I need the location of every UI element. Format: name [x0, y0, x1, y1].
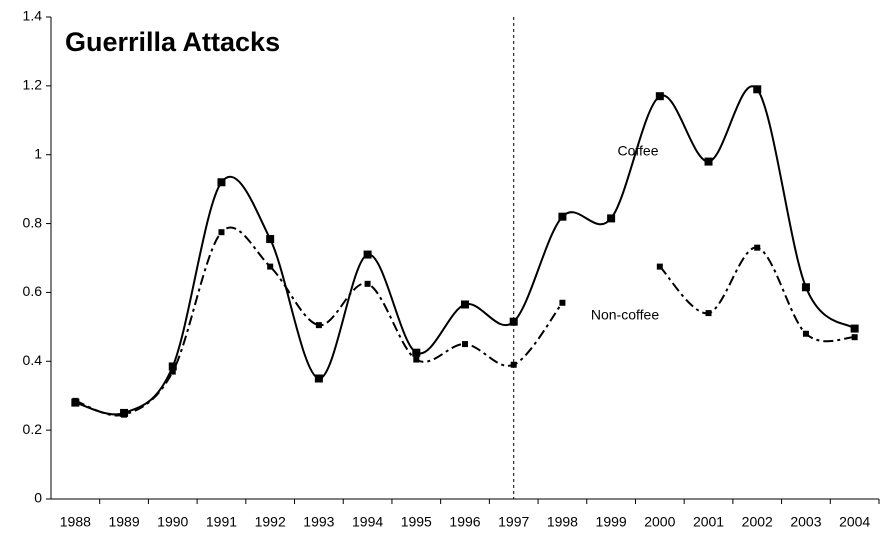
marker	[510, 361, 517, 368]
marker	[801, 283, 810, 292]
marker	[413, 356, 420, 363]
series-line	[75, 85, 856, 416]
marker	[461, 300, 469, 309]
x-tick-label: 1996	[449, 514, 480, 530]
y-tick-label: 1.2	[23, 77, 43, 93]
marker	[851, 334, 858, 341]
x-tick-label: 1993	[303, 514, 334, 530]
x-tick-label: 1999	[596, 514, 627, 530]
marker	[363, 250, 372, 259]
x-tick-label: 1988	[60, 514, 91, 530]
marker	[656, 263, 663, 270]
marker	[509, 317, 518, 326]
y-tick-label: 0.6	[23, 283, 43, 299]
marker	[558, 212, 567, 221]
marker	[753, 85, 762, 94]
marker	[705, 310, 712, 317]
marker	[169, 368, 176, 375]
series-line	[75, 226, 564, 417]
x-tick-label: 2001	[693, 514, 724, 530]
x-tick-label: 1994	[352, 514, 383, 530]
x-tick-label: 1995	[401, 514, 432, 530]
x-tick-label: 1992	[255, 514, 286, 530]
x-tick-label: 1998	[547, 514, 578, 530]
marker	[364, 280, 371, 287]
marker	[462, 341, 468, 348]
marker	[754, 244, 761, 251]
y-tick-label: 0.8	[23, 214, 43, 230]
chart-title: Guerrilla Attacks	[65, 27, 280, 57]
y-tick-label: 0	[34, 490, 42, 506]
marker	[218, 229, 225, 236]
marker	[559, 299, 566, 306]
series-line	[659, 246, 855, 343]
x-tick-label: 1990	[157, 514, 188, 530]
y-tick-label: 0.4	[23, 352, 43, 368]
x-tick-label: 2003	[790, 514, 821, 530]
marker	[266, 235, 275, 244]
marker	[850, 324, 859, 333]
marker	[802, 330, 809, 337]
marker	[314, 374, 323, 383]
x-tick-label: 1997	[498, 514, 529, 530]
marker	[704, 157, 713, 166]
series-label: Non-coffee	[591, 307, 659, 323]
marker	[412, 348, 421, 357]
marker	[168, 362, 177, 371]
marker	[267, 263, 274, 270]
y-tick-label: 1.4	[23, 8, 43, 24]
marker	[315, 322, 322, 329]
marker	[217, 178, 226, 187]
y-tick-label: 1	[34, 145, 42, 161]
marker	[72, 397, 79, 404]
x-tick-label: 1989	[108, 514, 139, 530]
marker	[607, 214, 616, 223]
x-tick-label: 1991	[206, 514, 237, 530]
marker	[121, 411, 128, 418]
x-tick-label: 2000	[644, 514, 675, 530]
x-tick-label: 2002	[742, 514, 773, 530]
marker	[655, 92, 664, 101]
x-tick-label: 2004	[839, 514, 870, 530]
series-label: Coffee	[618, 143, 659, 159]
y-tick-label: 0.2	[23, 421, 43, 437]
